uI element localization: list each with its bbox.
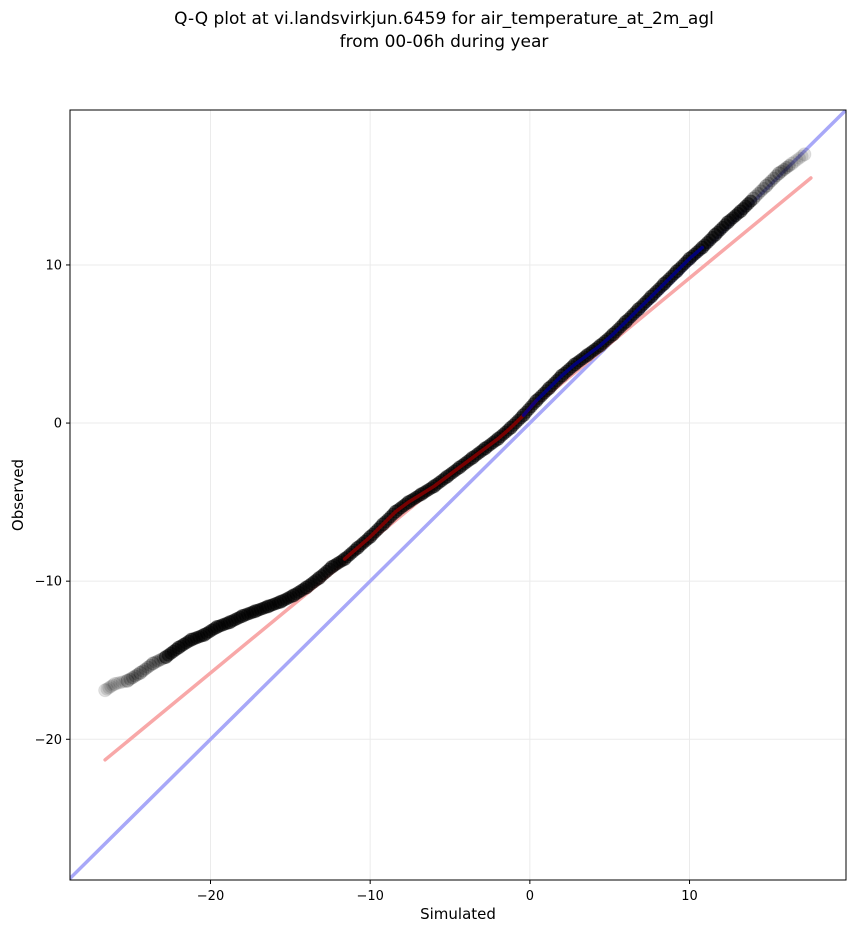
- quantile-point: [115, 675, 129, 689]
- y-tick-label: −20: [35, 733, 62, 748]
- quantile-point: [118, 674, 132, 688]
- quantile-point: [110, 676, 124, 690]
- quantile-point: [136, 664, 150, 678]
- quantile-point: [771, 166, 786, 181]
- quantile-point: [133, 665, 148, 680]
- x-tick-label: −10: [356, 889, 383, 904]
- x-tick-label: 0: [526, 889, 534, 904]
- quantile-point: [120, 673, 135, 688]
- quantile-point: [767, 171, 781, 185]
- quantile-point: [784, 156, 799, 171]
- quantile-point: [102, 681, 116, 695]
- quantile-point: [777, 162, 791, 176]
- quantile-point: [764, 174, 778, 188]
- quantile-point: [762, 176, 776, 190]
- x-tick-label: −20: [197, 889, 224, 904]
- quantile-point: [146, 656, 161, 671]
- quantile-point: [782, 159, 796, 173]
- quantile-point: [754, 184, 768, 198]
- quantile-point: [780, 161, 794, 175]
- quantile-point: [752, 186, 766, 200]
- x-tick-label: 10: [681, 889, 698, 904]
- quantile-point: [128, 669, 142, 683]
- y-axis-label: Observed: [9, 458, 27, 532]
- quantile-point: [113, 676, 127, 690]
- y-tick-label: 10: [45, 258, 62, 273]
- quantile-point: [746, 191, 761, 206]
- chart-title: Q-Q plot at vi.landsvirkjun.6459 for air…: [0, 8, 854, 54]
- quantile-point: [787, 155, 801, 169]
- quantile-point: [795, 149, 809, 163]
- quantile-point: [749, 189, 763, 203]
- quantile-point: [104, 679, 118, 693]
- y-tick-label: 0: [54, 417, 62, 432]
- quantile-point: [759, 178, 774, 193]
- quantile-point: [143, 658, 157, 672]
- quantile-point: [790, 153, 804, 167]
- quantile-point: [98, 683, 113, 698]
- axis-ticks: −20 −10 0 10 −20 −10 0 10: [35, 258, 698, 904]
- grid: [70, 110, 846, 880]
- quantile-point: [138, 662, 152, 676]
- chart-title-line-1: Q-Q plot at vi.landsvirkjun.6459 for air…: [174, 9, 714, 29]
- quantile-point: [106, 678, 120, 692]
- quantile-point: [757, 181, 771, 195]
- x-axis-label: Simulated: [420, 905, 496, 923]
- quantile-point: [100, 682, 114, 696]
- quantile-point: [141, 660, 155, 674]
- quantile-point: [126, 671, 140, 685]
- central-quantile-band: [342, 245, 705, 561]
- quantile-point: [744, 194, 758, 208]
- quantile-point: [107, 676, 122, 691]
- quantile-point: [797, 147, 812, 162]
- central-band-lower: [342, 399, 538, 561]
- y-tick-label: −10: [35, 575, 62, 590]
- quantile-point: [792, 151, 806, 165]
- chart-title-line-2: from 00-06h during year: [339, 32, 549, 52]
- central-band-upper: [521, 245, 705, 417]
- quantile-point: [131, 667, 145, 681]
- quantile-point: [769, 169, 783, 183]
- quantile-points: [98, 147, 812, 698]
- quantile-point: [123, 672, 137, 686]
- quantile-point: [149, 655, 163, 669]
- quantile-point: [774, 164, 788, 178]
- plot-frame: [69, 109, 847, 881]
